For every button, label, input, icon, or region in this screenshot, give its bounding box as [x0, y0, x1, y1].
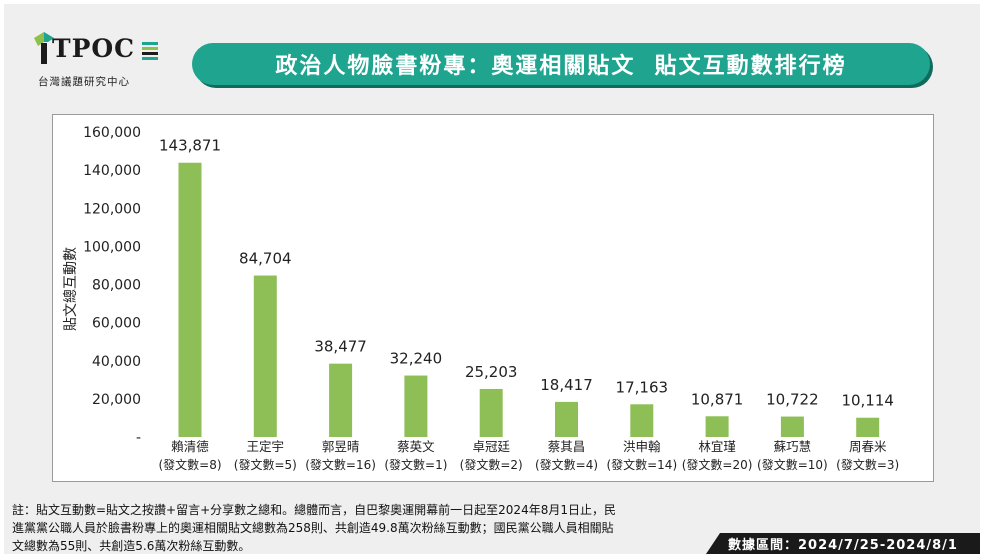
- y-tick-label: 20,000: [92, 392, 141, 408]
- bar: [555, 401, 578, 437]
- x-category-label: 郭昱晴: [322, 439, 360, 454]
- bar-value-label: 84,704: [239, 250, 292, 268]
- bar-value-label: 17,163: [616, 378, 669, 396]
- x-category-label: 洪申翰: [623, 439, 661, 454]
- bar: [780, 416, 804, 437]
- footnote-line: 進黨黨公職人員於臉書粉專上的奧運相關貼文總數為258則、共創造49.8萬次粉絲互…: [12, 521, 614, 535]
- x-category-note: (發文數=20): [682, 457, 753, 472]
- x-category-note: (發文數=8): [158, 457, 221, 472]
- x-category-label: 林宜瑾: [698, 439, 736, 454]
- y-tick-label: 100,000: [83, 239, 141, 255]
- x-category-label: 卓冠廷: [472, 439, 510, 454]
- x-category-note: (發文數=4): [535, 457, 598, 472]
- x-category-note: (發文數=2): [460, 457, 523, 472]
- logo-wordmark: TPOC: [52, 34, 136, 63]
- x-category-label: 蔡其昌: [548, 439, 586, 454]
- footnote: 註：貼文互動數=貼文之按讚+留言+分享數之總和。總體而言，自巴黎奧運開幕前一日起…: [12, 501, 702, 555]
- x-category-label: 賴清德: [171, 439, 209, 454]
- bar: [404, 375, 428, 437]
- x-category-note: (發文數=14): [606, 457, 677, 472]
- bar-value-label: 32,240: [390, 350, 443, 368]
- logo-subtitle: 台灣議題研究中心: [38, 76, 130, 88]
- title-banner: 政治人物臉書粉專：奧運相關貼文 貼文互動數排行榜: [192, 43, 930, 85]
- y-tick-label: 160,000: [83, 125, 141, 141]
- x-category-note: (發文數=1): [384, 457, 447, 472]
- y-tick-label: 140,000: [83, 163, 141, 179]
- x-category-label: 蘇巧慧: [774, 439, 812, 454]
- x-category-note: (發文數=16): [305, 457, 376, 472]
- bar: [705, 416, 729, 437]
- footnote-line: 註：貼文互動數=貼文之按讚+留言+分享數之總和。總體而言，自巴黎奧運開幕前一日起…: [12, 503, 616, 517]
- bar: [253, 275, 277, 437]
- bar: [630, 404, 654, 437]
- y-axis-title: 貼文總互動數: [62, 247, 79, 331]
- bar-value-label: 10,114: [841, 392, 894, 410]
- bar-value-label: 25,203: [465, 363, 518, 381]
- page-title: 政治人物臉書粉專：奧運相關貼文 貼文互動數排行榜: [275, 54, 847, 79]
- footnote-line: 文總數為55則、共創造5.6萬次粉絲互動數。: [12, 539, 251, 553]
- bar: [178, 162, 202, 437]
- y-tick-label: 120,000: [83, 201, 141, 217]
- tpoc-logo: TPOC 台灣議題研究中心: [34, 28, 166, 88]
- bar-value-label: 10,722: [766, 391, 819, 409]
- x-category-label: 王定宇: [247, 439, 285, 454]
- y-tick-label: 80,000: [92, 278, 141, 294]
- bar-value-label: 10,871: [691, 390, 744, 408]
- y-tick-label: 40,000: [92, 354, 141, 370]
- y-tick-label: -: [136, 430, 141, 446]
- bar-value-label: 38,477: [314, 338, 367, 356]
- x-category-note: (發文數=3): [836, 457, 899, 472]
- bar-value-label: 143,871: [159, 137, 221, 155]
- bar: [856, 417, 880, 437]
- bar: [329, 363, 353, 437]
- x-category-note: (發文數=10): [757, 457, 828, 472]
- bar-chart: - 20,000 40,000 60,000 80,000 100,000 120,000 1…: [62, 125, 899, 472]
- x-category-label: 蔡英文: [397, 439, 435, 454]
- y-tick-label: 60,000: [92, 316, 141, 332]
- logo-stripes-icon: [142, 42, 158, 60]
- date-range-tag: 數據區間：2024/7/25-2024/8/1: [706, 533, 980, 554]
- x-category-label: 周春米: [849, 439, 887, 454]
- logo-mark-icon: [34, 32, 54, 64]
- chart-plot-area: - 20,000 40,000 60,000 80,000 100,000 120,000 1…: [52, 114, 934, 482]
- x-category-note: (發文數=5): [234, 457, 297, 472]
- bar: [479, 388, 503, 437]
- bar-value-label: 18,417: [540, 376, 593, 394]
